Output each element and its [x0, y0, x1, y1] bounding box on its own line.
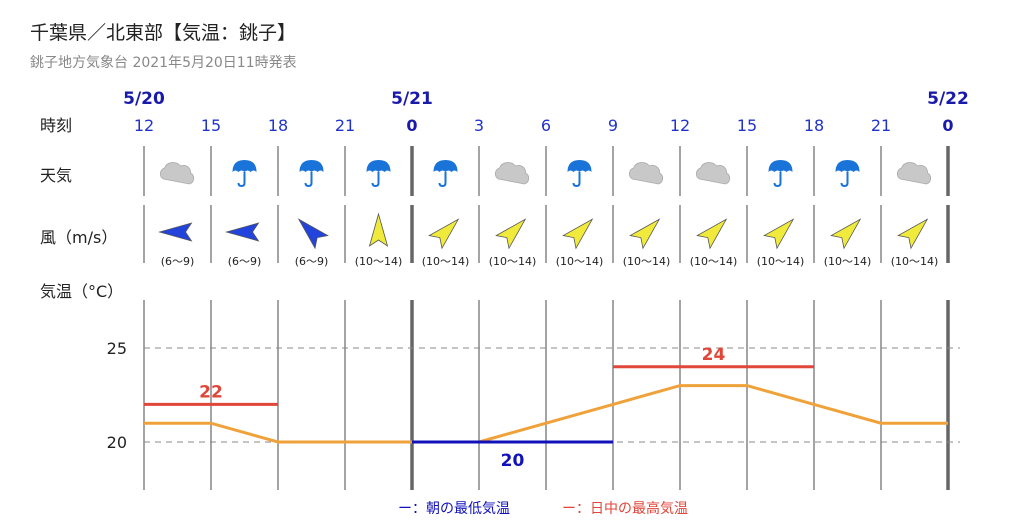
hour-label: 21: [335, 116, 355, 135]
umbrella-icon: [835, 160, 860, 188]
hour-label: 12: [670, 116, 690, 135]
y-tick-label: 20: [107, 433, 127, 452]
date-label: 5/21: [391, 89, 433, 109]
wind-arrow-icon: [763, 218, 795, 250]
weather-row-label: 天気: [40, 166, 72, 185]
cloudy-icon: [494, 162, 530, 185]
wind-arrow-icon: [830, 218, 862, 250]
page-subtitle: 銚子地方気象台 2021年5月20日11時発表: [30, 55, 297, 71]
wind-range-label: (10～14): [757, 255, 805, 268]
wind-range-label: (6～9): [228, 255, 262, 268]
wind-range-label: (6～9): [295, 255, 329, 268]
hour-label: 15: [737, 116, 757, 135]
wind-range-label: (10～14): [623, 255, 671, 268]
hour-label: 15: [201, 116, 221, 135]
cloudy-icon: [695, 162, 731, 185]
date-label: 5/20: [123, 89, 165, 109]
wind-arrow-icon: [297, 218, 329, 250]
min-temp-label: 20: [501, 451, 525, 471]
max-temp-label: 22: [199, 382, 223, 402]
wind-row-label: 風（m/s）: [40, 228, 117, 247]
wind-range-label: (10～14): [355, 255, 403, 268]
cloudy-icon: [896, 162, 932, 185]
wind-range-label: (10～14): [556, 255, 604, 268]
hour-label: 3: [474, 116, 484, 135]
wind-range-label: (10～14): [489, 255, 537, 268]
y-tick-label: 25: [107, 339, 127, 358]
wind-arrow-icon: [562, 218, 594, 250]
umbrella-icon: [299, 160, 324, 188]
wind-range-label: (6～9): [161, 255, 195, 268]
legend-max: ー：日中の最高気温: [562, 500, 688, 517]
legend-min: ー：朝の最低気温: [398, 501, 510, 517]
wind-arrow-icon: [897, 218, 929, 250]
cloudy-icon: [159, 162, 195, 185]
wind-range-label: (10～14): [690, 255, 738, 268]
hour-label: 18: [804, 116, 824, 135]
wind-arrow-icon: [629, 218, 661, 250]
hour-label: 0: [942, 116, 953, 135]
umbrella-icon: [366, 160, 391, 188]
hour-label: 9: [608, 116, 618, 135]
umbrella-icon: [768, 160, 793, 188]
wind-range-label: (10～14): [891, 255, 939, 268]
hour-label: 18: [268, 116, 288, 135]
date-label: 5/22: [927, 89, 969, 109]
cloudy-icon: [628, 162, 664, 185]
hour-label: 6: [541, 116, 551, 135]
max-temp-label: 24: [702, 345, 726, 365]
umbrella-icon: [567, 160, 592, 188]
wind-arrow-icon: [495, 218, 527, 250]
wind-arrow-icon: [428, 218, 460, 250]
wind-arrow-icon: [696, 218, 728, 250]
wind-range-label: (10～14): [422, 255, 470, 268]
wind-arrow-icon: [368, 212, 389, 247]
hour-label: 12: [134, 116, 154, 135]
wind-arrow-icon: [158, 222, 193, 242]
hour-label: 0: [406, 116, 417, 135]
wind-arrow-icon: [225, 222, 260, 242]
time-row-label: 時刻: [40, 116, 72, 135]
umbrella-icon: [433, 160, 458, 188]
wind-range-label: (10～14): [824, 255, 872, 268]
umbrella-icon: [232, 160, 257, 188]
temp-row-label: 気温（°C）: [40, 282, 123, 301]
hour-label: 21: [871, 116, 891, 135]
page-title: 千葉県／北東部【気温：銚子】: [30, 22, 297, 44]
